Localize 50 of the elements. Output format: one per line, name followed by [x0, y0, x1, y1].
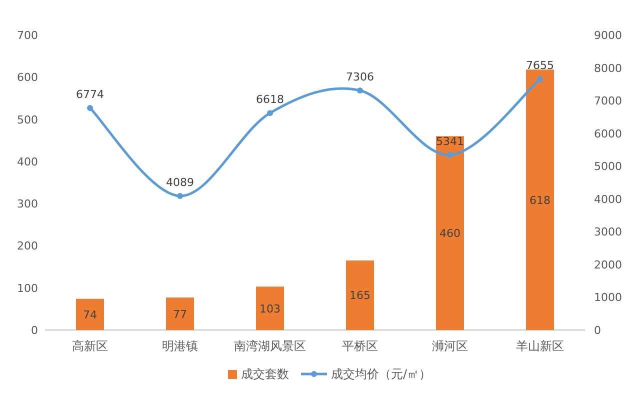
y2-tick-label: 7000 [594, 94, 622, 108]
y-tick-label: 600 [17, 71, 38, 84]
bar [436, 136, 464, 330]
x-tick-label: 浉河区 [432, 339, 468, 353]
y-tick-label: 300 [17, 198, 38, 211]
point [447, 152, 453, 158]
bar [76, 298, 104, 330]
y2-tick-label: 3000 [594, 226, 622, 239]
y2-tick-label: 2000 [594, 258, 622, 272]
data-label: 5341 [436, 134, 464, 148]
x-tick-label: 南湾湖风景区 [234, 339, 306, 353]
bar [166, 298, 194, 330]
data-label: 618 [530, 194, 550, 207]
y2-tick-label: 0 [594, 324, 601, 337]
data-label: 7655 [526, 59, 554, 72]
point [87, 104, 93, 111]
y-tick-label: 400 [17, 155, 38, 168]
legend-label: 成交均价（元/㎡） [331, 367, 432, 381]
point [357, 88, 363, 94]
x-tick-label: 平桥区 [342, 339, 378, 353]
x-tick-label: 羊山新区 [516, 339, 564, 353]
point [537, 76, 543, 82]
y-tick-label: 700 [17, 29, 38, 42]
data-label: 4089 [166, 176, 194, 189]
y2-tick-label: 6000 [594, 127, 622, 140]
y2-tick-label: 4000 [594, 192, 622, 206]
data-label: 165 [350, 289, 370, 302]
data-label: 103 [260, 302, 280, 316]
y2-tick-label: 5000 [594, 160, 622, 174]
legend-label: 成交套数 [241, 367, 289, 381]
point [267, 110, 273, 116]
bar [256, 286, 284, 330]
data-label: 74 [83, 308, 97, 322]
data-label: 6618 [256, 93, 284, 106]
data-label: 6774 [76, 88, 104, 101]
y2-tick-label: 8000 [594, 62, 622, 75]
x-tick-label: 高新区 [72, 339, 108, 353]
data-label: 77 [173, 308, 187, 321]
y-tick-label: 100 [17, 282, 38, 295]
point [177, 192, 183, 199]
y-tick-label: 0 [31, 324, 38, 337]
y-tick-label: 500 [17, 113, 38, 126]
y2-tick-label: 9000 [594, 29, 622, 42]
x-tick-label: 明港镇 [162, 339, 198, 353]
bar [346, 260, 374, 330]
bar [526, 70, 554, 330]
y2-tick-label: 1000 [594, 291, 622, 304]
y-tick-label: 200 [17, 240, 38, 253]
data-label: 7306 [346, 70, 374, 84]
data-label: 460 [440, 227, 460, 240]
